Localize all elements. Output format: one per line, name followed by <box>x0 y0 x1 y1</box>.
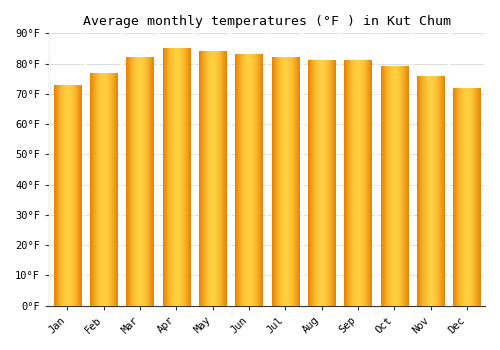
Title: Average monthly temperatures (°F ) in Kut Chum: Average monthly temperatures (°F ) in Ku… <box>83 15 451 28</box>
